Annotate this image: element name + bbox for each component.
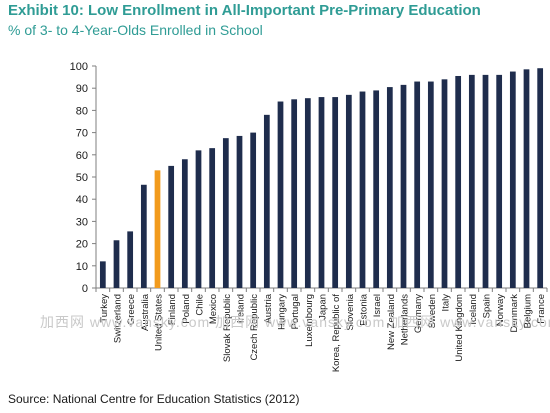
x-tick-label: United Kingdom <box>454 294 465 362</box>
x-tick-label: Mexico <box>208 294 219 324</box>
x-tick-label: Korea, Republic of <box>331 294 342 373</box>
bar <box>441 79 448 288</box>
bar <box>263 114 270 288</box>
y-tick-label: 90 <box>76 83 88 95</box>
x-tick-label: Greece <box>126 294 137 325</box>
x-tick-label: Finland <box>167 294 178 325</box>
x-tick-label: Estonia <box>359 293 370 325</box>
bar <box>209 148 216 288</box>
x-tick-label: Denmark <box>509 294 520 333</box>
bar <box>509 71 516 288</box>
x-tick-label: Belgium <box>523 294 534 328</box>
x-tick-label: Iceland <box>468 294 479 325</box>
bar <box>291 99 298 288</box>
bar <box>195 150 202 288</box>
bar <box>318 97 325 288</box>
y-tick-label: 0 <box>82 283 88 295</box>
x-tick-label: Poland <box>181 294 192 324</box>
x-tick-label: United States <box>154 294 165 351</box>
x-tick-label: Italy <box>441 294 452 312</box>
x-tick-label: Ireland <box>236 294 247 323</box>
bar <box>222 138 229 288</box>
x-tick-label: Portugal <box>290 294 301 329</box>
x-tick-label: Switzerland <box>113 294 124 343</box>
y-tick-label: 10 <box>76 261 88 273</box>
chart-title: Exhibit 10: Low Enrollment in All-Import… <box>8 2 481 19</box>
y-tick-label: 70 <box>76 128 88 140</box>
y-tick-label: 100 <box>70 61 88 73</box>
bar <box>332 97 339 288</box>
bar <box>154 170 161 288</box>
watermark-text: 加西网 www.vansky.com 加西网 www.vansky.com 加西… <box>40 314 550 330</box>
bar <box>168 165 175 288</box>
bar <box>386 87 393 288</box>
bar <box>400 84 407 289</box>
bar <box>373 90 380 288</box>
x-tick-label: Czech Republic <box>249 294 260 361</box>
x-tick-label: Slovak Republic <box>222 294 233 362</box>
y-tick-label: 60 <box>76 150 88 162</box>
bar <box>455 75 462 289</box>
bar <box>345 94 352 288</box>
x-tick-label: Netherlands <box>400 294 411 345</box>
bar <box>359 91 366 288</box>
bar <box>236 135 243 288</box>
x-tick-label: Norway <box>495 294 506 326</box>
y-tick-label: 80 <box>76 105 88 117</box>
y-tick-label: 30 <box>76 216 88 228</box>
bar <box>277 101 284 289</box>
bar <box>482 74 489 288</box>
x-tick-label: Luxembourg <box>304 294 315 347</box>
y-tick-label: 40 <box>76 194 88 206</box>
x-tick-label: Slovenia <box>345 293 356 330</box>
bar <box>304 98 311 288</box>
bar <box>127 231 134 288</box>
bar <box>113 240 120 288</box>
bar <box>427 81 434 288</box>
bar <box>99 261 106 288</box>
source-note: Source: National Centre for Education St… <box>8 392 300 406</box>
chart-subtitle: % of 3- to 4-Year-Olds Enrolled in Schoo… <box>8 22 263 38</box>
x-tick-label: New Zealand <box>386 294 397 350</box>
x-tick-label: Sweden <box>427 294 438 328</box>
x-tick-label: Israel <box>372 294 383 317</box>
bar <box>250 132 257 288</box>
bar <box>523 69 530 288</box>
y-tick-label: 20 <box>76 239 88 251</box>
bar <box>140 184 147 288</box>
x-tick-label: Australia <box>140 293 151 331</box>
x-tick-label: Germany <box>413 294 424 333</box>
x-tick-label: Turkey <box>99 294 110 323</box>
x-tick-label: Hungary <box>277 294 288 330</box>
bar <box>468 74 475 288</box>
bar <box>496 74 503 288</box>
y-tick-label: 50 <box>76 172 88 184</box>
x-tick-label: Japan <box>318 294 329 320</box>
x-tick-label: Austria <box>263 293 274 323</box>
x-tick-label: Spain <box>482 294 493 318</box>
x-tick-label: Chile <box>195 294 206 316</box>
bar <box>537 68 544 288</box>
x-tick-label: France <box>536 294 547 324</box>
bar <box>414 81 421 288</box>
bar <box>181 159 188 288</box>
